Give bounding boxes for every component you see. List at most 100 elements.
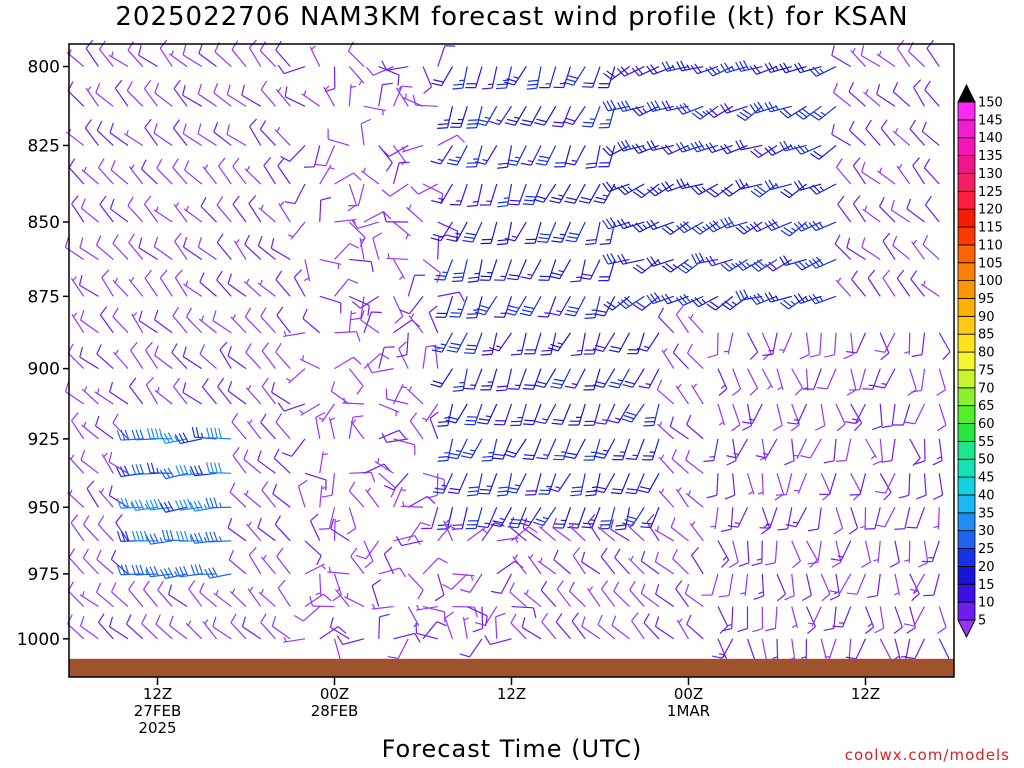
wind-barb-feather — [617, 301, 627, 309]
wind-barb-feather — [522, 388, 534, 390]
wind-barb — [212, 616, 232, 640]
wind-barb-shaft — [363, 540, 374, 562]
wind-barb-shaft — [392, 162, 400, 185]
wind-barb-feather — [846, 389, 857, 396]
wind-barb-shaft — [95, 425, 114, 440]
wind-barb-feather — [813, 150, 823, 158]
wind-barb — [746, 332, 759, 360]
colorbar-swatch — [957, 315, 976, 335]
wind-barb-shaft — [543, 183, 557, 203]
wind-barb-half-feather — [527, 160, 534, 163]
wind-barb — [327, 128, 350, 147]
wind-barb-half-feather — [933, 525, 939, 529]
wind-barb-shaft — [85, 87, 99, 107]
wind-barb-half-feather — [200, 432, 204, 438]
wind-barb-feather — [875, 490, 886, 494]
colorbar-swatch — [957, 333, 976, 353]
wind-barb-shaft — [277, 165, 291, 185]
wind-barb-shaft — [761, 638, 768, 661]
wind-barb-shaft — [112, 422, 129, 440]
wind-barb-shaft — [640, 560, 660, 575]
wind-barb-feather — [812, 184, 821, 193]
wind-barb-feather — [816, 387, 828, 390]
wind-barb-feather — [111, 582, 117, 593]
wind-barb-shaft — [327, 571, 350, 575]
wind-barb-feather — [431, 349, 443, 353]
wind-barb-feather — [367, 305, 370, 316]
wind-barb-shaft — [348, 50, 365, 67]
wind-barb — [836, 158, 852, 185]
wind-barb-shaft — [473, 368, 483, 390]
wind-barb — [96, 344, 114, 370]
wind-barb-shaft — [746, 473, 755, 495]
wind-barb — [932, 438, 943, 466]
wind-barb-half-feather — [660, 454, 665, 460]
wind-barb-shaft — [198, 318, 217, 334]
wind-barb — [924, 80, 940, 107]
wind-barb-shaft — [371, 605, 394, 610]
wind-barb-shaft — [304, 472, 327, 481]
wind-barb — [610, 473, 631, 495]
wind-barb-feather — [568, 306, 579, 310]
wind-barb — [430, 221, 454, 242]
wind-barb-shaft — [933, 573, 940, 596]
wind-barb-feather — [482, 349, 493, 352]
wind-barb — [862, 205, 881, 223]
wind-barb-half-feather — [851, 418, 858, 421]
wind-barb-shaft — [128, 589, 144, 607]
wind-barb-feather — [586, 162, 597, 165]
wind-barb-shaft — [261, 350, 276, 369]
wind-barb-shaft — [259, 129, 276, 146]
wind-barb — [319, 258, 342, 269]
wind-barb-shaft — [864, 540, 872, 563]
wind-barb-shaft — [246, 421, 262, 440]
wind-barb-feather — [165, 529, 170, 541]
wind-barb-feather — [846, 592, 858, 595]
wind-barb-shaft — [923, 167, 940, 185]
wind-barb-shaft — [144, 277, 158, 297]
wind-barb — [612, 438, 631, 461]
wind-barb-feather — [127, 40, 134, 51]
wind-barb-shaft — [661, 349, 675, 369]
wind-barb-shaft — [816, 183, 837, 195]
wind-barb — [837, 195, 852, 223]
wind-barb-feather — [114, 79, 123, 89]
wind-barb — [226, 84, 247, 107]
wind-barb-shaft — [378, 429, 400, 440]
wind-barb-feather — [302, 308, 308, 319]
wind-barb-shaft — [260, 622, 276, 640]
wind-barb-half-feather — [156, 467, 159, 474]
wind-barb — [447, 438, 468, 460]
wind-barb-feather — [718, 594, 730, 598]
wind-barb-shaft — [685, 459, 704, 474]
wind-barb — [204, 567, 232, 579]
wind-barb-feather — [672, 343, 679, 353]
wind-barb-feather — [898, 494, 910, 499]
wind-barb-feather — [504, 237, 516, 242]
wind-barb-feather — [260, 413, 267, 423]
wind-barb-feather — [633, 304, 643, 311]
wind-barb — [794, 105, 822, 120]
wind-barb-feather — [496, 494, 508, 497]
wind-barb-feather — [909, 119, 917, 130]
wind-barb-shaft — [334, 172, 354, 185]
wind-barb — [350, 547, 365, 575]
wind-barb-feather — [690, 186, 700, 196]
wind-barb — [381, 144, 409, 157]
wind-barb-feather — [193, 500, 200, 511]
x-tick-label: 1MAR — [667, 702, 710, 720]
wind-barb — [661, 100, 689, 112]
wind-barb-shaft — [67, 590, 85, 607]
wind-barb-half-feather — [642, 224, 647, 229]
wind-barb-feather — [395, 536, 403, 546]
wind-barb — [904, 638, 926, 660]
wind-barb-feather — [448, 346, 459, 350]
wind-barb — [109, 122, 129, 146]
wind-barb-feather — [793, 222, 802, 232]
wind-barb-feather — [95, 582, 102, 593]
wind-barb-feather — [434, 487, 446, 491]
wind-barb-feather — [468, 486, 480, 489]
wind-barb — [465, 66, 483, 89]
wind-barb-shaft — [127, 49, 144, 67]
wind-barb-feather — [97, 515, 105, 525]
